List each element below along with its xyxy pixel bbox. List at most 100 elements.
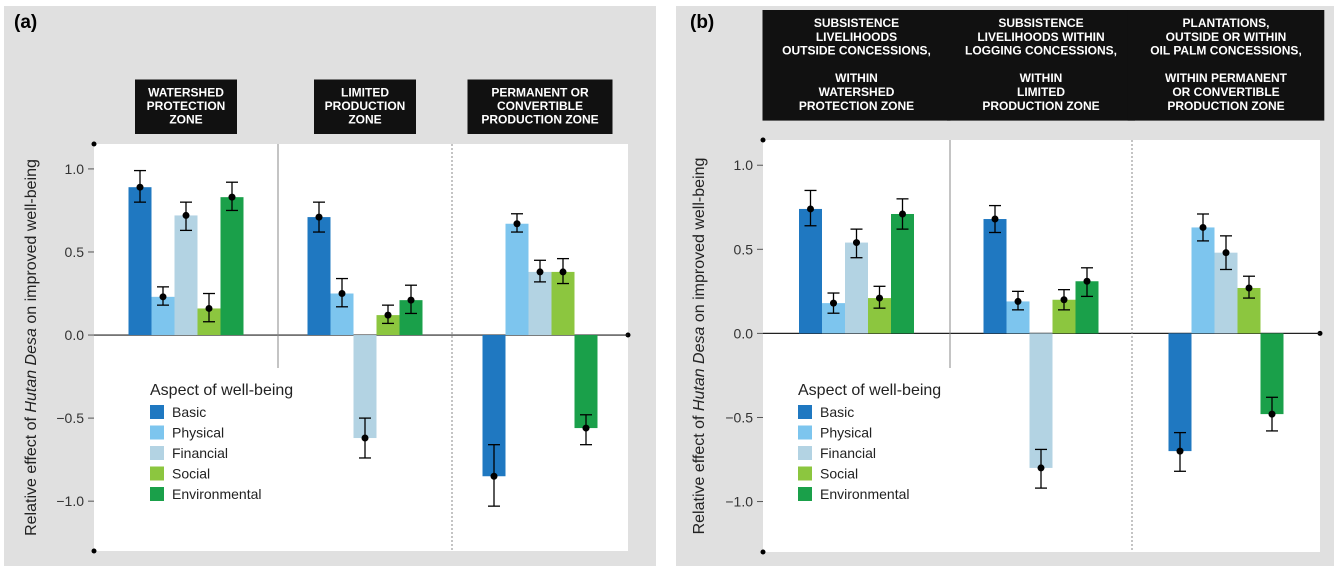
legend-swatch — [798, 446, 812, 460]
legend-label: Basic — [172, 404, 206, 420]
legend-title: Aspect of well-being — [150, 382, 293, 399]
bar-social — [1052, 299, 1076, 334]
legend-label: Environmental — [172, 486, 262, 502]
bar-environmental — [574, 335, 598, 429]
bar-financial — [1029, 333, 1053, 468]
point-estimate — [853, 239, 860, 247]
y-axis-bottom-marker — [760, 549, 766, 555]
legend-label: Environmental — [820, 486, 910, 502]
y-axis-label-prefix: Relative effect of — [691, 411, 708, 534]
zone-header-line: LOGGING CONCESSIONS, — [965, 44, 1117, 58]
legend-swatch — [150, 466, 164, 481]
y-axis-label: Relative effect of Hutan Desa on improve… — [23, 159, 40, 536]
zone-header-line: WITHIN — [835, 71, 878, 85]
legend-label: Basic — [820, 404, 854, 420]
bar-physical — [505, 223, 529, 336]
bar-environmental — [891, 213, 914, 334]
point-estimate — [384, 311, 392, 319]
legend-label: Financial — [172, 445, 228, 461]
zone-header-line: WATERSHED — [819, 85, 895, 99]
y-tick-label: 0.5 — [734, 241, 754, 257]
y-axis-bottom-marker — [91, 548, 97, 554]
point-estimate — [991, 215, 999, 223]
zone-header-line: ZONE — [169, 113, 202, 127]
zone-header-line: OUTSIDE OR WITHIN — [1166, 30, 1287, 44]
y-tick-label: 0.5 — [65, 244, 85, 260]
zone-header-line: LIMITED — [341, 86, 389, 100]
zone-header-box — [947, 10, 1135, 121]
bar-environmental — [1075, 281, 1099, 334]
point-estimate — [513, 220, 521, 228]
y-tick-label: 1.0 — [734, 157, 754, 173]
zone-header-line: LIMITED — [1017, 85, 1065, 99]
bar-physical — [822, 303, 845, 334]
y-tick-label: −1.0 — [56, 493, 84, 509]
bar-financial — [1214, 252, 1238, 334]
bar-social — [376, 315, 400, 336]
zone-header-line: SUBSISTENCE — [814, 16, 899, 30]
bar-environmental — [220, 197, 244, 336]
y-axis-label-italic: Hutan Desa — [23, 328, 40, 413]
zone-header-line: PRODUCTION ZONE — [481, 113, 598, 127]
bar-physical — [330, 293, 354, 336]
y-axis-label: Relative effect of Hutan Desa on improve… — [691, 158, 708, 535]
point-estimate — [361, 434, 369, 442]
zone-header-line: PLANTATIONS, — [1183, 16, 1270, 30]
zone-header-line: OUTSIDE CONCESSIONS, — [782, 44, 931, 58]
point-estimate — [559, 268, 567, 276]
bar-physical — [1191, 227, 1215, 334]
zone-header-line: PROTECTION — [147, 99, 226, 113]
bar-financial — [353, 335, 377, 439]
point-estimate — [1037, 464, 1045, 472]
point-estimate — [136, 183, 144, 191]
legend-swatch — [150, 425, 164, 440]
legend-swatch — [150, 405, 164, 419]
chart-panel-a: (a) 1.0 0.5 0.0 −0.5 −1.0 Relative effect of H… — [4, 6, 656, 566]
point-estimate — [205, 304, 213, 312]
point-estimate — [1014, 297, 1022, 305]
point-estimate — [876, 294, 883, 302]
zone-header-box — [314, 79, 416, 134]
bar-environmental — [1260, 333, 1284, 415]
legend-swatch — [798, 466, 812, 481]
point-estimate — [338, 290, 346, 298]
legend-swatch — [798, 405, 812, 419]
zone-header-line: PERMANENT OR — [491, 86, 589, 100]
y-axis-label-italic: Hutan Desa — [691, 326, 708, 411]
y-tick-label: −0.5 — [56, 410, 84, 426]
chart-panel-b: (b) 1.0 0.5 0.0 −0.5 −1.0 Relative effect of H… — [676, 6, 1334, 566]
bar-physical — [151, 296, 175, 336]
point-estimate — [407, 296, 415, 304]
y-axis-label-suffix: on improved well-being — [691, 158, 708, 327]
zone-header-box — [1127, 10, 1325, 121]
point-estimate — [1176, 447, 1184, 455]
point-estimate — [899, 210, 906, 218]
legend-label: Social — [172, 466, 210, 482]
panel-label: (b) — [690, 12, 714, 33]
zone-header-line: LIVELIHOODS — [816, 30, 897, 44]
zone-header-line: OR CONVERTIBLE — [1172, 85, 1279, 99]
y-axis-top-marker — [760, 137, 766, 143]
bar-basic — [307, 217, 331, 336]
point-estimate — [159, 293, 167, 301]
bar-basic — [983, 219, 1007, 334]
point-estimate — [536, 268, 544, 276]
panel-label: (a) — [14, 12, 37, 33]
point-estimate — [1222, 249, 1230, 257]
point-estimate — [1083, 277, 1091, 285]
zone-header-line: WITHIN — [1020, 71, 1063, 85]
y-tick-label: −0.5 — [725, 409, 753, 425]
bar-financial — [174, 215, 198, 336]
y-axis-label-suffix: on improved well-being — [23, 159, 40, 328]
point-estimate — [228, 193, 236, 201]
bar-environmental — [399, 300, 423, 336]
point-estimate — [182, 211, 190, 219]
y-tick-label: 0.0 — [734, 325, 754, 341]
legend-swatch — [150, 446, 164, 460]
legend-label: Physical — [820, 425, 872, 441]
zone-header-box — [762, 10, 951, 121]
zone-header-line: CONVERTIBLE — [497, 99, 583, 113]
bar-basic — [799, 208, 822, 334]
point-estimate — [1268, 410, 1276, 418]
zone-header-line: PROTECTION ZONE — [799, 99, 914, 113]
